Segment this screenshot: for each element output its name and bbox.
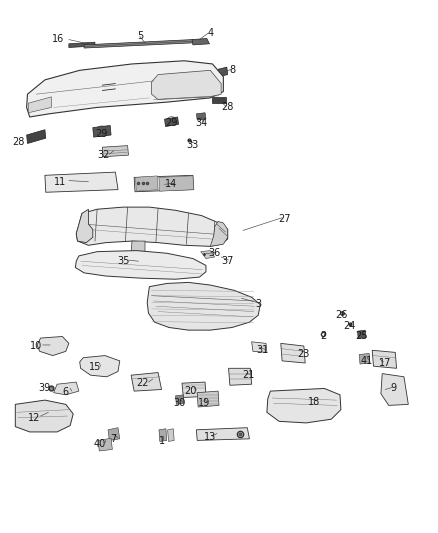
- Text: 11: 11: [54, 176, 66, 187]
- Text: 14: 14: [165, 179, 177, 189]
- Polygon shape: [218, 67, 228, 77]
- Polygon shape: [102, 146, 128, 157]
- Text: 17: 17: [379, 358, 392, 368]
- Text: 16: 16: [52, 34, 64, 44]
- Text: 19: 19: [198, 398, 210, 408]
- Text: 2: 2: [320, 332, 327, 342]
- Polygon shape: [201, 251, 215, 259]
- Polygon shape: [359, 353, 370, 364]
- Text: 28: 28: [222, 102, 234, 112]
- Polygon shape: [28, 97, 51, 113]
- Polygon shape: [159, 176, 194, 191]
- Text: 39: 39: [39, 383, 51, 393]
- Text: 35: 35: [117, 256, 130, 266]
- Polygon shape: [98, 438, 113, 451]
- Polygon shape: [196, 427, 250, 440]
- Text: 1: 1: [159, 437, 165, 447]
- Polygon shape: [75, 251, 206, 279]
- Text: 36: 36: [208, 248, 221, 259]
- Text: 12: 12: [28, 413, 40, 423]
- Text: 24: 24: [343, 321, 356, 331]
- Text: 10: 10: [30, 341, 42, 351]
- Polygon shape: [197, 391, 219, 407]
- Text: 34: 34: [195, 118, 208, 128]
- Polygon shape: [37, 336, 69, 356]
- Polygon shape: [135, 176, 158, 191]
- Polygon shape: [212, 97, 226, 103]
- Text: 18: 18: [308, 397, 320, 407]
- Polygon shape: [381, 374, 408, 406]
- Polygon shape: [80, 356, 120, 377]
- Text: 29: 29: [95, 129, 108, 139]
- Polygon shape: [27, 61, 223, 117]
- Text: 33: 33: [187, 140, 199, 150]
- Polygon shape: [152, 70, 221, 100]
- Polygon shape: [252, 342, 267, 352]
- Polygon shape: [192, 38, 209, 45]
- Text: 3: 3: [255, 298, 261, 309]
- Text: 26: 26: [336, 310, 348, 320]
- Polygon shape: [281, 343, 305, 363]
- Polygon shape: [134, 175, 194, 192]
- Text: 9: 9: [390, 383, 396, 393]
- Text: 15: 15: [89, 362, 101, 372]
- Text: 5: 5: [138, 31, 144, 41]
- Polygon shape: [76, 207, 228, 246]
- Polygon shape: [168, 429, 174, 441]
- Polygon shape: [147, 282, 260, 330]
- Text: 23: 23: [298, 349, 310, 359]
- Polygon shape: [76, 209, 93, 243]
- Text: 40: 40: [93, 439, 106, 449]
- Polygon shape: [45, 172, 118, 192]
- Polygon shape: [267, 389, 341, 423]
- Polygon shape: [182, 382, 206, 398]
- Text: 4: 4: [207, 28, 213, 38]
- Polygon shape: [108, 427, 120, 440]
- Polygon shape: [93, 125, 111, 137]
- Polygon shape: [372, 350, 396, 368]
- Text: 31: 31: [256, 345, 268, 356]
- Polygon shape: [165, 117, 179, 126]
- Polygon shape: [210, 221, 228, 246]
- Polygon shape: [229, 368, 252, 385]
- Text: 27: 27: [278, 214, 290, 224]
- Text: 22: 22: [137, 378, 149, 388]
- Polygon shape: [27, 130, 46, 143]
- Polygon shape: [131, 241, 145, 262]
- Text: 13: 13: [204, 432, 216, 442]
- Text: 28: 28: [13, 137, 25, 147]
- Polygon shape: [159, 429, 167, 441]
- Text: 20: 20: [184, 386, 197, 396]
- Text: 21: 21: [242, 370, 255, 380]
- Polygon shape: [176, 395, 184, 405]
- Text: 37: 37: [222, 256, 234, 266]
- Polygon shape: [84, 39, 195, 48]
- Text: 29: 29: [165, 118, 177, 128]
- Polygon shape: [69, 42, 95, 47]
- Polygon shape: [15, 400, 73, 432]
- Text: 32: 32: [98, 150, 110, 160]
- Text: 41: 41: [361, 356, 373, 366]
- Polygon shape: [357, 330, 366, 338]
- Text: 30: 30: [173, 398, 185, 408]
- Text: 8: 8: [229, 66, 235, 75]
- Polygon shape: [131, 373, 162, 391]
- Polygon shape: [196, 113, 206, 120]
- Text: 6: 6: [63, 387, 69, 397]
- Text: 25: 25: [356, 332, 368, 342]
- Text: 7: 7: [110, 434, 117, 444]
- Polygon shape: [53, 382, 79, 395]
